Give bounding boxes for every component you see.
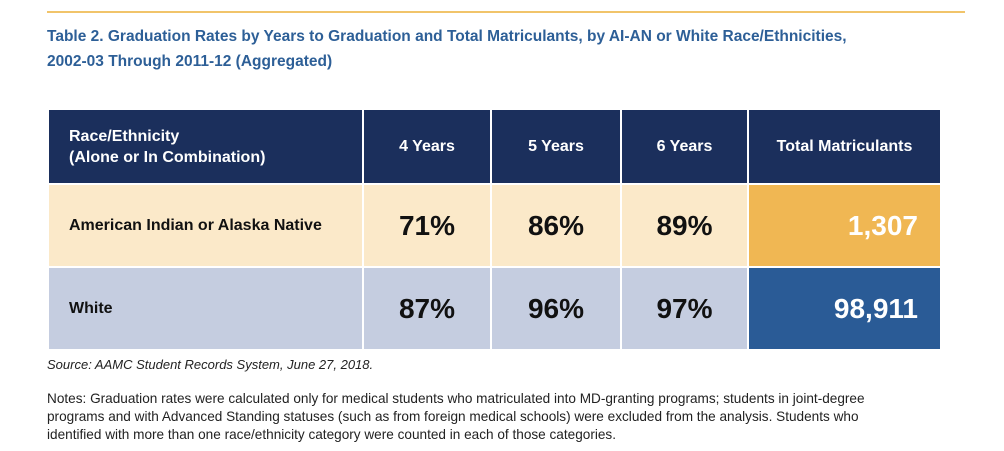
- row-label: American Indian or Alaska Native: [47, 183, 364, 268]
- header-line: (Alone or In Combination): [69, 148, 266, 166]
- table-cell: 86%: [490, 183, 622, 268]
- table-cell: 96%: [490, 266, 622, 351]
- title-line: Table 2. Graduation Rates by Years to Gr…: [47, 28, 847, 45]
- notes: Notes: Graduation rates were calculated …: [47, 390, 865, 444]
- table-body: American Indian or Alaska Native 71% 86%…: [47, 183, 942, 351]
- total-cell: 98,911: [747, 266, 942, 351]
- column-header: 4 Years: [362, 108, 492, 185]
- column-header: Race/Ethnicity (Alone or In Combination): [47, 108, 364, 185]
- table-head: Race/Ethnicity (Alone or In Combination)…: [47, 108, 942, 185]
- table-row: White 87% 96% 97% 98,911: [47, 266, 942, 351]
- notes-line: programs and with Advanced Standing stat…: [47, 409, 859, 424]
- table-cell: 97%: [620, 266, 749, 351]
- table-row: American Indian or Alaska Native 71% 86%…: [47, 183, 942, 268]
- notes-line: Notes: Graduation rates were calculated …: [47, 391, 865, 406]
- table-cell: 89%: [620, 183, 749, 268]
- top-rule: [47, 11, 965, 13]
- table-cell: 71%: [362, 183, 492, 268]
- column-header: Total Matriculants: [747, 108, 942, 185]
- column-header: 5 Years: [490, 108, 622, 185]
- data-table: Race/Ethnicity (Alone or In Combination)…: [47, 108, 942, 351]
- notes-line: identified with more than one race/ethni…: [47, 427, 617, 442]
- row-label: White: [47, 266, 364, 351]
- table-cell: 87%: [362, 266, 492, 351]
- source-note: Source: AAMC Student Records System, Jun…: [47, 357, 374, 372]
- header-line: Race/Ethnicity: [69, 127, 180, 145]
- column-header: 6 Years: [620, 108, 749, 185]
- title-line: 2002-03 Through 2011-12 (Aggregated): [47, 53, 333, 70]
- header-row: Race/Ethnicity (Alone or In Combination)…: [47, 108, 942, 185]
- table-title: Table 2. Graduation Rates by Years to Gr…: [47, 24, 847, 74]
- total-cell: 1,307: [747, 183, 942, 268]
